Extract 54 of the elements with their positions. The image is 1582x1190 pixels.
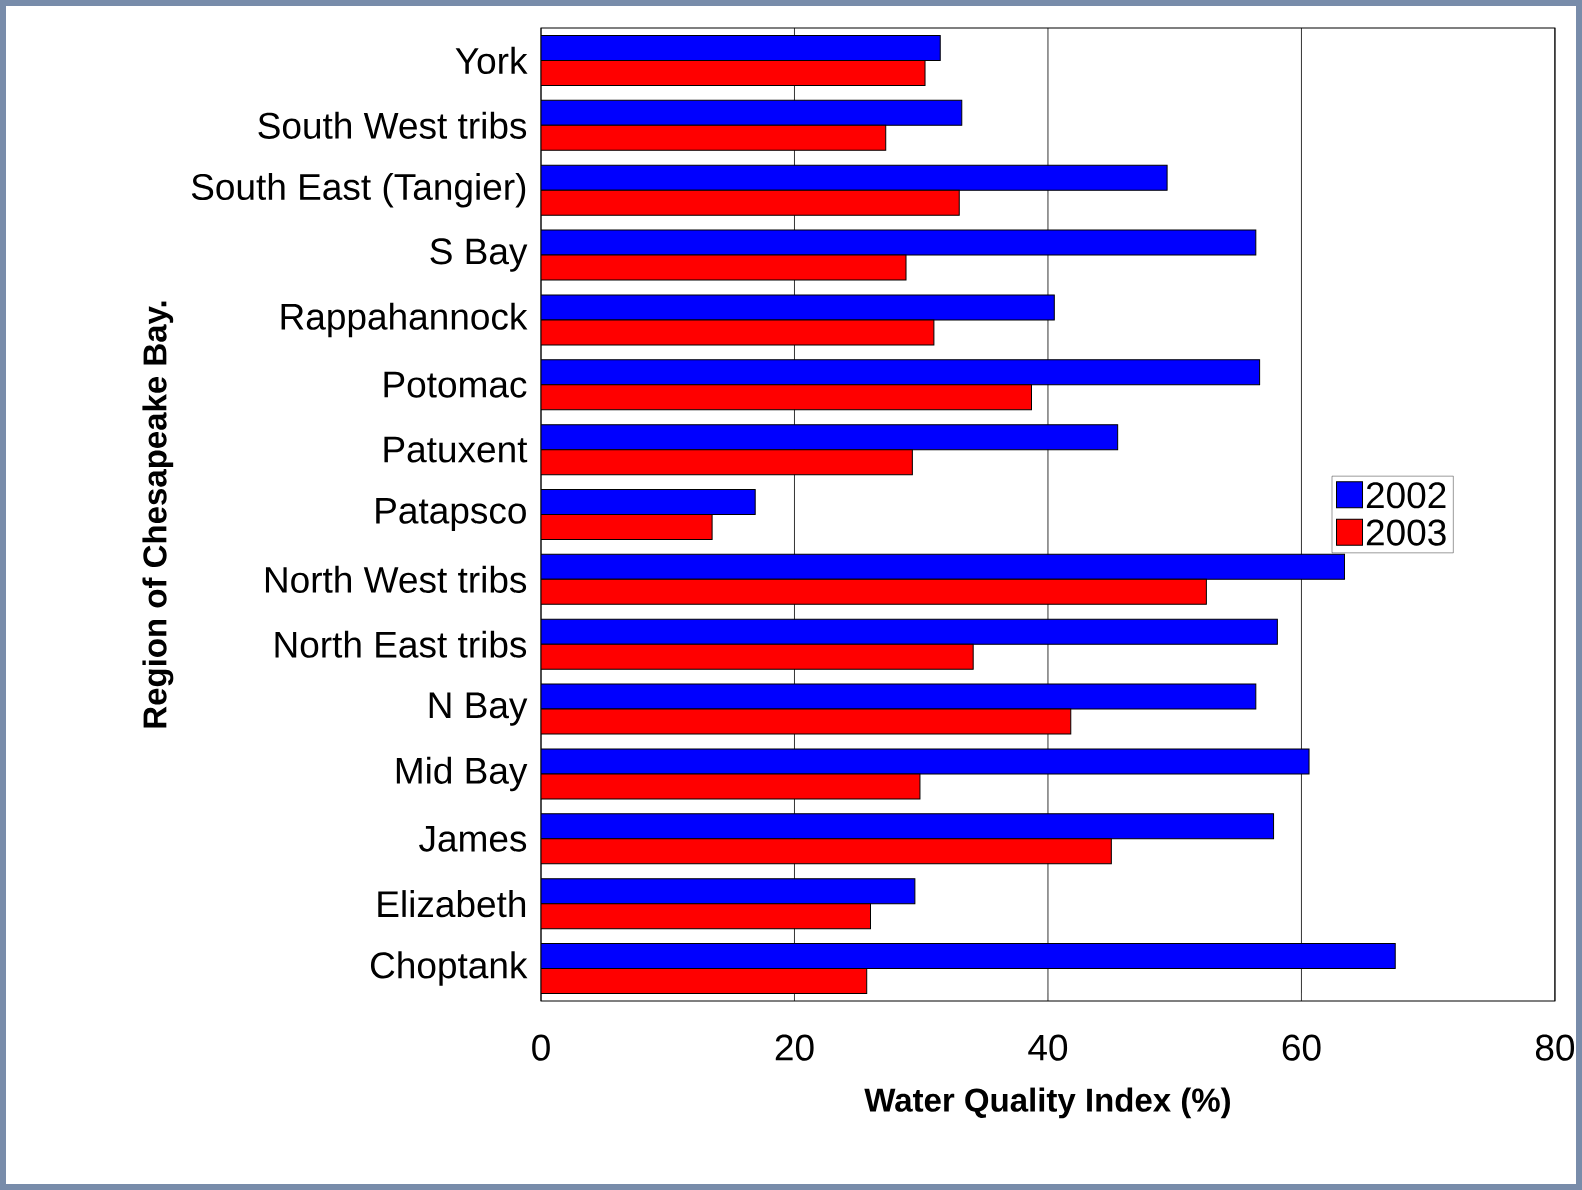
bar bbox=[541, 943, 1396, 970]
bar bbox=[541, 618, 1278, 645]
x-tick-label: 80 bbox=[1535, 1034, 1575, 1061]
bar bbox=[541, 294, 1055, 321]
y-tick-label: James bbox=[419, 825, 527, 852]
bar bbox=[541, 683, 1257, 710]
y-tick-label: Patapsco bbox=[376, 497, 526, 532]
bar bbox=[541, 229, 1257, 256]
bar bbox=[541, 254, 907, 281]
bar bbox=[541, 748, 1310, 775]
y-tick-label: N Bay bbox=[429, 692, 528, 726]
bar bbox=[541, 449, 913, 476]
bar bbox=[541, 878, 916, 905]
y-tick-label: Mid Bay bbox=[396, 756, 528, 792]
y-tick-label: Elizabeth bbox=[378, 890, 526, 918]
y-tick-label: North East tribs bbox=[275, 630, 527, 658]
bar bbox=[541, 384, 1032, 411]
bar bbox=[541, 708, 1072, 735]
bar bbox=[541, 968, 868, 995]
legend-label: 2003 bbox=[1366, 519, 1446, 546]
bar bbox=[541, 553, 1346, 580]
x-tick-label: 20 bbox=[775, 1034, 814, 1061]
bar bbox=[541, 164, 1168, 191]
x-tick-label: 0 bbox=[532, 1034, 550, 1061]
y-tick-label: South West tribs bbox=[258, 111, 527, 139]
y-tick-label: York bbox=[455, 46, 528, 75]
bar bbox=[541, 424, 1119, 451]
bar bbox=[541, 189, 960, 216]
bar bbox=[541, 59, 926, 86]
bar bbox=[541, 34, 941, 61]
bar bbox=[541, 124, 887, 151]
y-tick-label: Rappahannock bbox=[281, 302, 528, 338]
x-axis-title: Water Quality Index (%) bbox=[864, 1087, 1230, 1119]
bar bbox=[541, 489, 756, 515]
bar bbox=[541, 99, 963, 126]
y-tick-label: Choptank bbox=[370, 951, 528, 986]
x-tick-label: 40 bbox=[1028, 1034, 1068, 1061]
x-tick-label: 60 bbox=[1282, 1034, 1321, 1061]
legend-label: 2002 bbox=[1366, 482, 1446, 509]
bar bbox=[541, 578, 1207, 605]
bar bbox=[541, 514, 713, 540]
bar bbox=[541, 773, 921, 800]
bar bbox=[541, 359, 1261, 386]
y-tick-label: South East (Tangier) bbox=[191, 172, 526, 208]
y-tick-label: Patuxent bbox=[384, 436, 528, 463]
y-axis-title: Region of Chesapeake Bay. bbox=[142, 301, 174, 728]
y-tick-label: Potomac bbox=[384, 371, 527, 398]
bar bbox=[541, 813, 1275, 840]
bar bbox=[541, 319, 935, 346]
bar bbox=[541, 903, 872, 930]
y-tick-label: North West tribs bbox=[265, 565, 527, 593]
bar bbox=[541, 643, 974, 670]
y-tick-label: S Bay bbox=[430, 238, 528, 272]
bar bbox=[541, 838, 1112, 865]
